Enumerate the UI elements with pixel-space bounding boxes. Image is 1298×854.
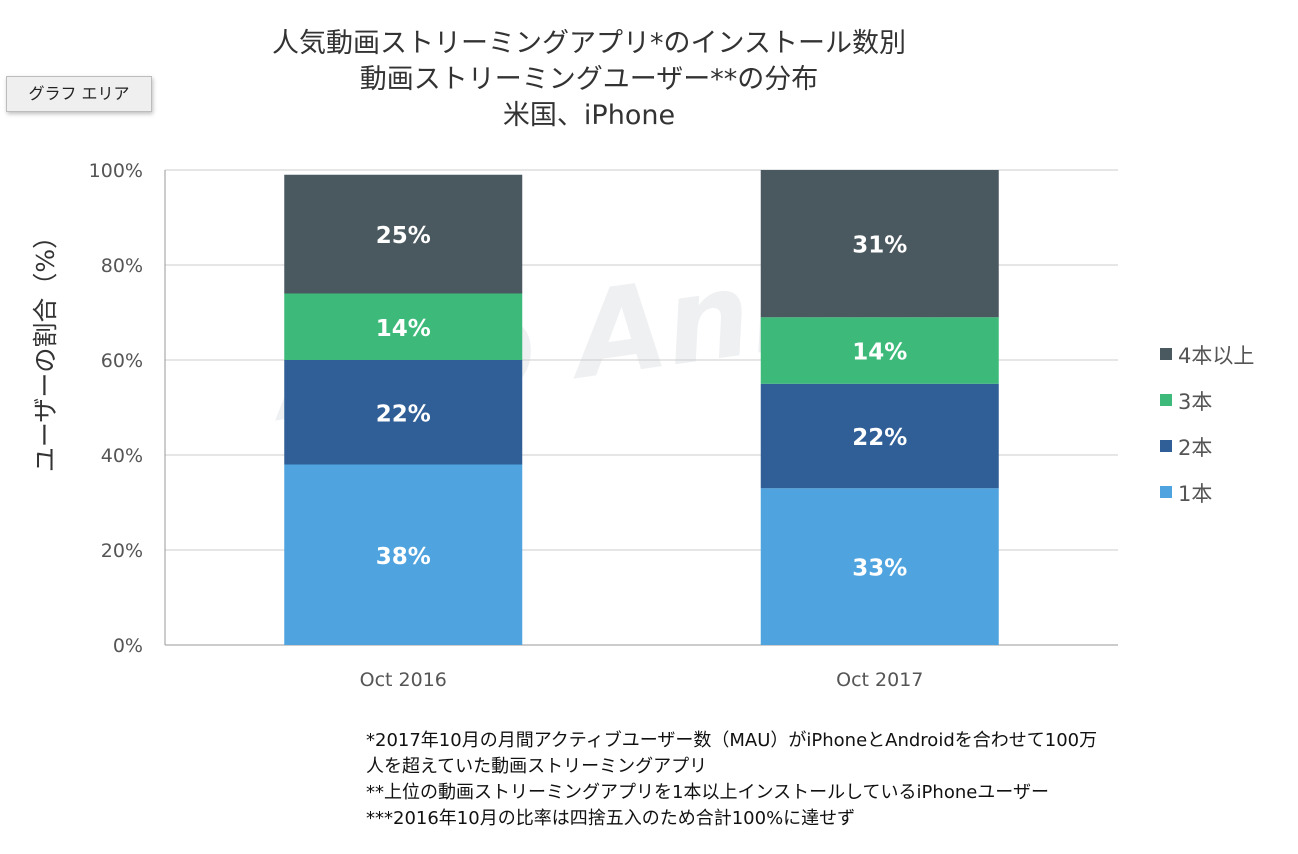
x-tick-label: Oct 2017 bbox=[836, 669, 923, 691]
y-tick-label: 100% bbox=[89, 160, 143, 182]
data-label: 31% bbox=[852, 233, 907, 259]
legend-swatch-3 bbox=[1160, 394, 1172, 406]
legend-label-4plus: 4本以上 bbox=[1178, 344, 1255, 368]
data-label: 25% bbox=[376, 223, 431, 249]
bar-segment-1 bbox=[760, 488, 999, 645]
legend-label-1: 1本 bbox=[1178, 482, 1213, 506]
data-label: 14% bbox=[852, 340, 907, 366]
chart-area-button[interactable]: グラフ エリア bbox=[6, 76, 152, 112]
chart-title-line-2: 動画ストリーミングユーザー**の分布 bbox=[359, 64, 819, 95]
bar-segment-3 bbox=[284, 293, 523, 360]
footnote-line-4: ***2016年10月の比率は四捨五入のため合計100%に達せず bbox=[366, 808, 856, 829]
bar-segment-2 bbox=[760, 383, 999, 489]
chart-title-line-3: 米国、iPhone bbox=[502, 100, 676, 131]
footnotes: *2017年10月の月間アクティブユーザー数（MAU）がiPhoneとAndro… bbox=[366, 728, 1286, 832]
bar-segment-4plus bbox=[760, 170, 999, 318]
footnote-line-3: **上位の動画ストリーミングアプリを1本以上インストールしているiPhoneユー… bbox=[366, 782, 1049, 803]
bar-segment-2 bbox=[284, 360, 523, 465]
data-label: 22% bbox=[376, 401, 431, 427]
legend-swatch-1 bbox=[1160, 486, 1172, 498]
y-tick-label: 60% bbox=[101, 350, 143, 372]
bar-segment-3 bbox=[760, 317, 999, 384]
chart-title-line-1: 人気動画ストリーミングアプリ*のインストール数別 bbox=[272, 28, 906, 59]
bar-segment-1 bbox=[284, 464, 523, 645]
data-label: 33% bbox=[852, 556, 907, 582]
y-tick-label: 40% bbox=[101, 445, 143, 467]
legend-label-3: 3本 bbox=[1178, 390, 1213, 414]
data-label: 14% bbox=[376, 316, 431, 342]
data-label: 22% bbox=[852, 425, 907, 451]
x-tick-label: Oct 2016 bbox=[360, 669, 447, 691]
footnote-line-2: 人を超えていた動画ストリーミングアプリ bbox=[366, 756, 708, 777]
chart-title: 人気動画ストリーミングアプリ*のインストール数別 動画ストリーミングユーザー**… bbox=[230, 26, 948, 134]
footnote-line-1: *2017年10月の月間アクティブユーザー数（MAU）がiPhoneとAndro… bbox=[366, 730, 1098, 751]
y-tick-label: 80% bbox=[101, 255, 143, 277]
data-label: 38% bbox=[376, 544, 431, 570]
legend-swatch-4plus bbox=[1160, 348, 1172, 360]
y-tick-label: 20% bbox=[101, 540, 143, 562]
legend-swatch-2 bbox=[1160, 440, 1172, 452]
legend-label-2: 2本 bbox=[1178, 436, 1213, 460]
bar-segment-4plus bbox=[284, 174, 523, 294]
y-tick-label: 0% bbox=[113, 635, 143, 657]
